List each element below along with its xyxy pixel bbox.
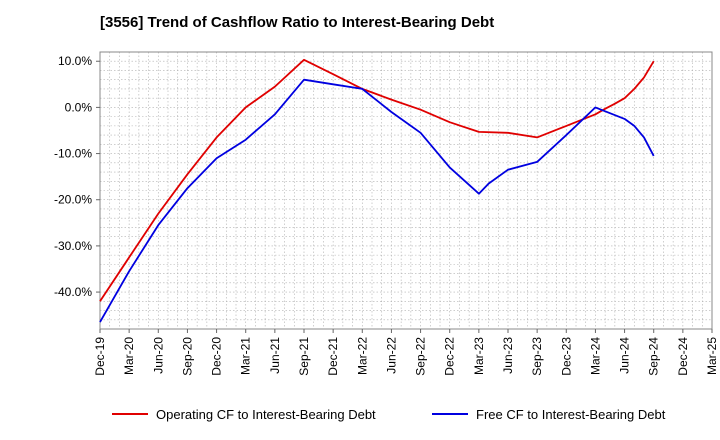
x-tick-label: Mar-20 — [122, 337, 136, 375]
y-tick-label: -30.0% — [54, 239, 92, 253]
x-tick-label: Jun-20 — [151, 337, 165, 374]
x-axis-ticks: Dec-19 Mar-20 Jun-20 Sep-20 Dec-20 Mar-21 Jun-… — [93, 329, 719, 376]
series-layer — [99, 58, 655, 323]
x-tick-label: Sep-20 — [180, 337, 194, 376]
x-tick-label: Dec-19 — [93, 337, 107, 376]
x-tick-label: Dec-20 — [210, 337, 224, 376]
x-tick-label: Sep-21 — [297, 337, 311, 376]
series-line-operating-cf — [99, 58, 655, 302]
y-axis-ticks: 10.0% 0.0% -10.0% -20.0% -30.0% -40.0% — [54, 54, 100, 299]
y-tick-label: -40.0% — [54, 285, 92, 299]
x-tick-label: Mar-23 — [472, 337, 486, 375]
plot-frame — [99, 51, 713, 330]
x-tick-label: Dec-22 — [443, 337, 457, 376]
x-tick-label: Dec-21 — [326, 337, 340, 376]
legend: Operating CF to Interest-Bearing Debt Fre… — [112, 407, 666, 422]
x-tick-label: Mar-22 — [355, 337, 369, 375]
y-tick-label: 10.0% — [58, 54, 92, 68]
x-tick-label: Dec-23 — [559, 337, 573, 376]
x-tick-label: Dec-24 — [676, 337, 690, 376]
y-tick-label: 0.0% — [65, 100, 93, 114]
series-line-free-cf — [99, 78, 655, 323]
x-tick-label: Mar-21 — [239, 337, 253, 375]
x-tick-label: Sep-22 — [414, 337, 428, 376]
x-tick-label: Jun-23 — [501, 337, 515, 374]
x-tick-label: Sep-23 — [530, 337, 544, 376]
x-tick-label: Jun-21 — [268, 337, 282, 374]
x-tick-label: Mar-24 — [588, 337, 602, 375]
grid-layer — [99, 51, 713, 330]
x-tick-label: Sep-24 — [647, 337, 661, 376]
x-tick-label: Jun-24 — [618, 337, 632, 374]
x-tick-label: Jun-22 — [384, 337, 398, 374]
y-tick-label: -20.0% — [54, 193, 92, 207]
legend-label: Free CF to Interest-Bearing Debt — [476, 407, 666, 422]
chart-title: [3556] Trend of Cashflow Ratio to Intere… — [100, 14, 495, 31]
x-tick-label: Mar-25 — [705, 337, 719, 375]
legend-label: Operating CF to Interest-Bearing Debt — [156, 407, 376, 422]
y-tick-label: -10.0% — [54, 147, 92, 161]
